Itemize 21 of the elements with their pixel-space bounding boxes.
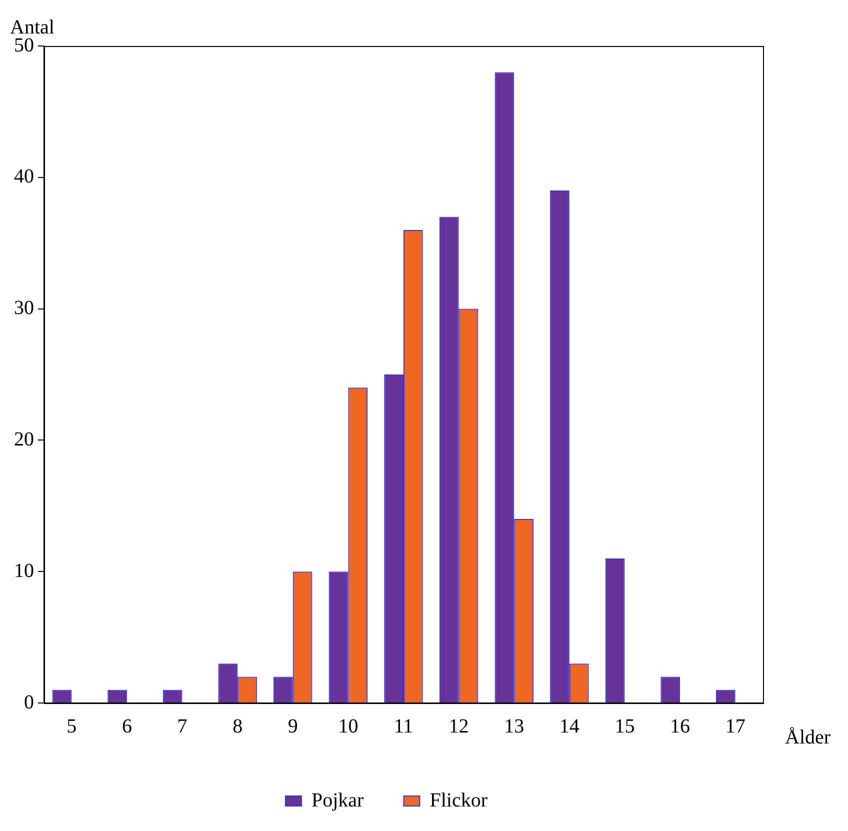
y-tick-label: 20 xyxy=(14,428,34,450)
y-tick-label: 30 xyxy=(14,297,34,320)
x-tick-label: 14 xyxy=(559,715,580,738)
x-tick-label: 7 xyxy=(177,715,188,738)
x-tick-label: 8 xyxy=(232,715,243,738)
y-tick-label: 0 xyxy=(24,691,34,714)
x-tick-label: 11 xyxy=(394,715,414,738)
legend-label: Pojkar xyxy=(312,789,364,812)
legend-label: Flickor xyxy=(430,789,488,812)
x-tick-label: 9 xyxy=(288,715,298,738)
x-tick-label: 6 xyxy=(122,715,132,738)
x-tick-label: 16 xyxy=(670,715,690,738)
x-tick-label: 12 xyxy=(448,715,469,738)
x-axis-title: Ålder xyxy=(785,726,831,748)
x-tick-label: 17 xyxy=(725,715,746,738)
x-tick-label: 15 xyxy=(614,715,635,738)
x-tick-label: 5 xyxy=(66,715,77,738)
x-tick-label: 10 xyxy=(338,715,358,738)
y-tick-label: 10 xyxy=(14,560,34,582)
x-tick-label: 13 xyxy=(504,715,524,738)
y-tick-label: 40 xyxy=(14,166,34,188)
